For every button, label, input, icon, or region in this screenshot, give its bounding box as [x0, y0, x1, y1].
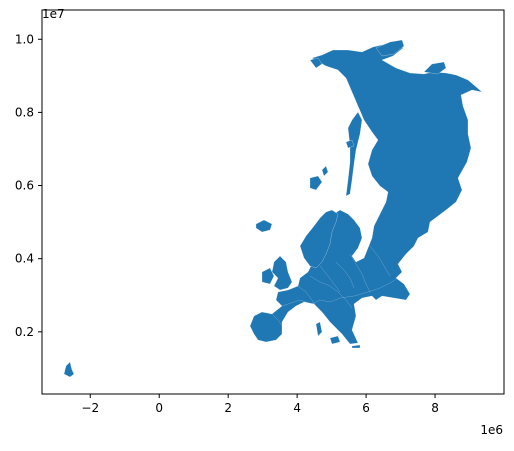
map-shapes [63, 39, 483, 378]
landmass-novaya-zemlya [345, 111, 363, 197]
x-tick-label: 0 [155, 401, 163, 415]
landmass-sicily [329, 335, 341, 345]
landmass-europe-russia [249, 41, 483, 345]
landmass-svalbard-2 [321, 165, 329, 177]
landmass-sardinia [315, 321, 323, 337]
x-tick-label: 2 [224, 401, 232, 415]
landmass-great-britain [271, 255, 293, 291]
y-tick-label: 1.0 [15, 32, 34, 46]
x-tick-label: −2 [81, 401, 99, 415]
y-axis-ticks: 0.2 0.4 0.6 0.8 1.0 [15, 32, 42, 339]
x-tick-label: 8 [431, 401, 439, 415]
x-tick-label: 4 [293, 401, 301, 415]
landmass-iceland [255, 219, 273, 233]
x-tick-label: 6 [362, 401, 370, 415]
landmass-crete [351, 344, 361, 349]
y-axis-offset-label: 1e7 [42, 7, 65, 21]
landmass-ireland [261, 267, 275, 285]
landmass-arctic-islands [375, 39, 405, 57]
landmass-new-siberian-islands [423, 61, 447, 75]
landmass-scandinavia [299, 209, 339, 269]
country-borders [271, 237, 401, 339]
landmass-wrangel [309, 57, 323, 69]
x-axis-offset-label: 1e6 [480, 423, 503, 437]
y-tick-label: 0.6 [15, 179, 34, 193]
x-axis-ticks: −2 0 2 4 6 8 [81, 394, 439, 415]
landmass-svalbard [309, 175, 323, 191]
landmass-canary-islands [63, 361, 75, 378]
y-tick-label: 0.4 [15, 252, 34, 266]
landmass-franz-josef [345, 139, 355, 149]
y-tick-label: 0.8 [15, 105, 34, 119]
y-tick-label: 0.2 [15, 325, 34, 339]
axes-frame [41, 9, 505, 395]
